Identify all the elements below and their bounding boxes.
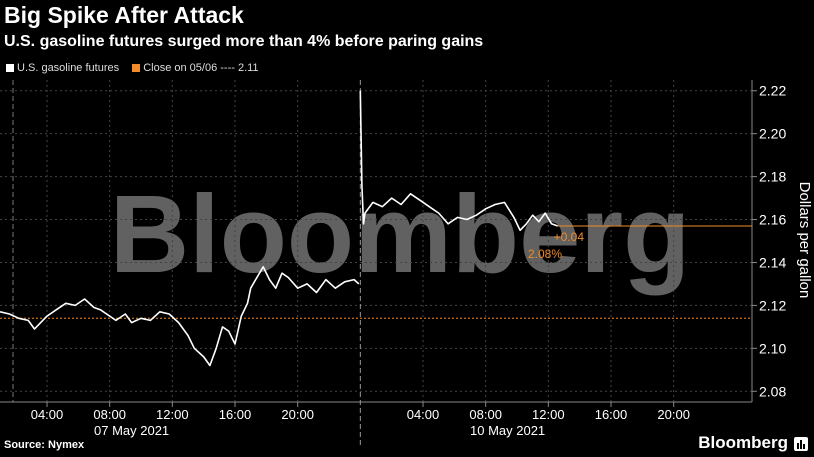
x-tick-label: 20:00 xyxy=(281,407,314,422)
y-tick-label: 2.22 xyxy=(759,83,786,99)
annotation-percent: 2.08% xyxy=(528,247,562,261)
axis-labels: 2.08 2.10 2.12 2.14 2.16 2.18 2.20 2.22 04:00 08:… xyxy=(31,83,787,438)
x-tick-label: 04:00 xyxy=(407,407,440,422)
y-tick-label: 2.14 xyxy=(759,254,786,270)
x-tick-label: 08:00 xyxy=(469,407,502,422)
y-tick-label: 2.18 xyxy=(759,169,786,185)
reference-line xyxy=(0,225,752,319)
y-axis-label: Dollars per gallon xyxy=(796,182,813,299)
legend: U.S. gasoline futures Close on 05/06 ---… xyxy=(6,62,269,74)
date-label: 07 May 2021 xyxy=(94,423,169,438)
series-line-session-2 xyxy=(359,90,558,232)
y-tick-label: 2.08 xyxy=(759,383,786,399)
x-tick-label: 20:00 xyxy=(657,407,690,422)
chart-subtitle: U.S. gasoline futures surged more than 4… xyxy=(4,33,484,50)
watermark-text: Bloomberg xyxy=(110,173,691,296)
x-tick-label: 16:00 xyxy=(595,407,628,422)
bar-chart-icon xyxy=(794,437,808,451)
series-line-session-1 xyxy=(0,266,360,367)
y-tick-label: 2.12 xyxy=(759,297,786,313)
x-tick-label: 12:00 xyxy=(156,407,189,422)
x-tick-label: 08:00 xyxy=(93,407,126,422)
legend-swatch-series xyxy=(6,64,14,72)
legend-item-series: U.S. gasoline futures xyxy=(6,62,119,74)
series-group xyxy=(0,90,558,367)
legend-label-series: U.S. gasoline futures xyxy=(17,62,120,74)
gridlines xyxy=(0,80,752,402)
y-tick-label: 2.10 xyxy=(759,340,786,356)
brand-logo: Bloomberg xyxy=(698,433,788,452)
annotation-change: +0.04 xyxy=(554,230,585,244)
legend-item-close: Close on 05/06 ---- 2.11 xyxy=(132,62,259,74)
legend-label-close: Close on 05/06 ---- 2.11 xyxy=(143,62,259,74)
x-tick-label: 16:00 xyxy=(219,407,252,422)
y-tick-label: 2.16 xyxy=(759,212,786,228)
x-tick-label: 04:00 xyxy=(31,407,64,422)
axes xyxy=(0,80,757,446)
source-note: Source: Nymex xyxy=(4,439,85,451)
x-tick-label: 12:00 xyxy=(532,407,565,422)
legend-swatch-close xyxy=(132,64,141,72)
chart-title: Big Spike After Attack xyxy=(4,2,244,28)
y-tick-label: 2.20 xyxy=(759,126,786,142)
date-label: 10 May 2021 xyxy=(470,423,545,438)
